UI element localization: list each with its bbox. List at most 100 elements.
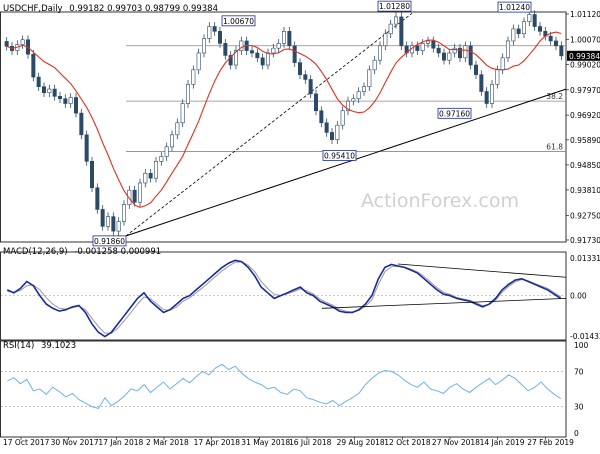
candle-body xyxy=(89,160,95,189)
svg-text:RSI(14) 39.1023: RSI(14) 39.1023 xyxy=(3,341,76,351)
candle-body xyxy=(73,97,79,114)
price-label-border xyxy=(221,15,256,27)
price-label-text: 0.97160 xyxy=(439,109,470,118)
candle xyxy=(100,205,105,231)
candle-body xyxy=(41,86,47,94)
date-axis-label: 27 Nov 2018 xyxy=(432,438,480,447)
candle-body xyxy=(100,209,105,227)
price-label-box: 1.01280 xyxy=(377,0,412,12)
price-label-text: 1.00670 xyxy=(223,17,254,26)
macd-panel-frame xyxy=(0,251,567,341)
candle-body xyxy=(313,93,319,112)
candle xyxy=(265,48,271,70)
candle xyxy=(468,41,473,70)
candle-body xyxy=(121,204,127,222)
candle xyxy=(191,65,196,89)
candle-body xyxy=(116,221,121,232)
candle-body xyxy=(425,40,431,44)
candle-body xyxy=(52,88,57,97)
candle-body xyxy=(388,23,393,35)
candle xyxy=(217,26,223,48)
candle xyxy=(415,41,420,55)
candle-body xyxy=(84,134,89,162)
candle-body xyxy=(303,74,308,80)
candle xyxy=(73,93,79,118)
rsi-line xyxy=(7,363,561,409)
ohlc-header: 0.99182 0.99703 0.98799 0.99384 xyxy=(69,4,218,14)
candle-body xyxy=(31,53,36,78)
candle xyxy=(281,26,287,48)
candle xyxy=(559,41,564,61)
price-label-border xyxy=(437,107,472,119)
macd-values: -0.001258 0.000991 xyxy=(74,247,161,257)
candle-body xyxy=(511,28,516,42)
candle xyxy=(313,89,319,116)
candle xyxy=(212,22,217,36)
candle-body xyxy=(265,52,271,66)
price-axis-label: 0.92750 xyxy=(570,211,600,220)
candle xyxy=(324,118,329,137)
rsi-axis-label: 30 xyxy=(574,403,584,412)
macd-axis-label: 0.013319 xyxy=(570,254,600,263)
candle-body xyxy=(383,33,388,47)
candle-body xyxy=(489,83,495,104)
candle-body xyxy=(361,86,367,92)
main-chart-title: USDCHF,Daily xyxy=(3,4,63,14)
price-axis-label: 0.95890 xyxy=(570,136,600,145)
candle-body xyxy=(548,35,553,42)
candle xyxy=(500,53,505,75)
candle xyxy=(239,36,244,55)
candle xyxy=(319,106,324,128)
candle xyxy=(164,142,169,161)
fib-level-label: 38.2 xyxy=(546,92,563,101)
rsi-axis-label: 70 xyxy=(574,367,584,376)
candle-body xyxy=(153,160,159,179)
candle xyxy=(185,79,191,108)
candle-body xyxy=(276,43,281,49)
price-label-box: 1.00670 xyxy=(221,15,256,27)
candle xyxy=(249,46,255,58)
moving-average-line xyxy=(6,31,562,208)
candle xyxy=(105,212,111,231)
candle-body xyxy=(271,47,276,54)
last-price-marker xyxy=(567,50,600,61)
candle-body xyxy=(20,39,25,45)
candle-body xyxy=(340,110,345,126)
price-axis-label: 0.91730 xyxy=(570,236,600,245)
date-axis-label: 29 Aug 2018 xyxy=(337,438,385,447)
candle-body xyxy=(420,43,425,51)
candle xyxy=(132,185,137,207)
candle xyxy=(335,120,340,144)
macd-lower-trendline xyxy=(321,298,567,309)
candle-body xyxy=(367,69,372,87)
candle-body xyxy=(559,45,564,57)
macd-title: MACD(12,26,9) xyxy=(3,247,68,257)
price-label-box: 1.01240 xyxy=(497,1,532,13)
candle-body xyxy=(372,59,377,71)
date-axis-label: 30 Nov 2017 xyxy=(51,438,99,447)
candle-body xyxy=(399,16,404,47)
candle xyxy=(287,26,292,51)
candle-body xyxy=(47,88,52,94)
candle xyxy=(228,51,233,70)
candle xyxy=(111,212,116,236)
candle xyxy=(553,36,559,51)
candle xyxy=(116,217,121,236)
candle xyxy=(79,108,84,140)
candle xyxy=(201,34,207,58)
candle-body xyxy=(36,76,41,87)
macd-axis-label: -0.014323 xyxy=(570,332,600,341)
last-price-label: 0.99384 xyxy=(569,52,600,61)
candle xyxy=(537,22,543,36)
candle-body xyxy=(207,26,212,39)
date-axis-label: 2 Mar 2018 xyxy=(146,438,189,447)
candle-body xyxy=(324,122,329,133)
candle-body xyxy=(297,62,303,75)
macd-axis-label: 0.00 xyxy=(570,292,587,301)
candle-body xyxy=(415,45,420,51)
candle xyxy=(447,48,452,65)
candle xyxy=(153,156,159,183)
candle-body xyxy=(228,55,233,66)
candle xyxy=(425,36,431,48)
